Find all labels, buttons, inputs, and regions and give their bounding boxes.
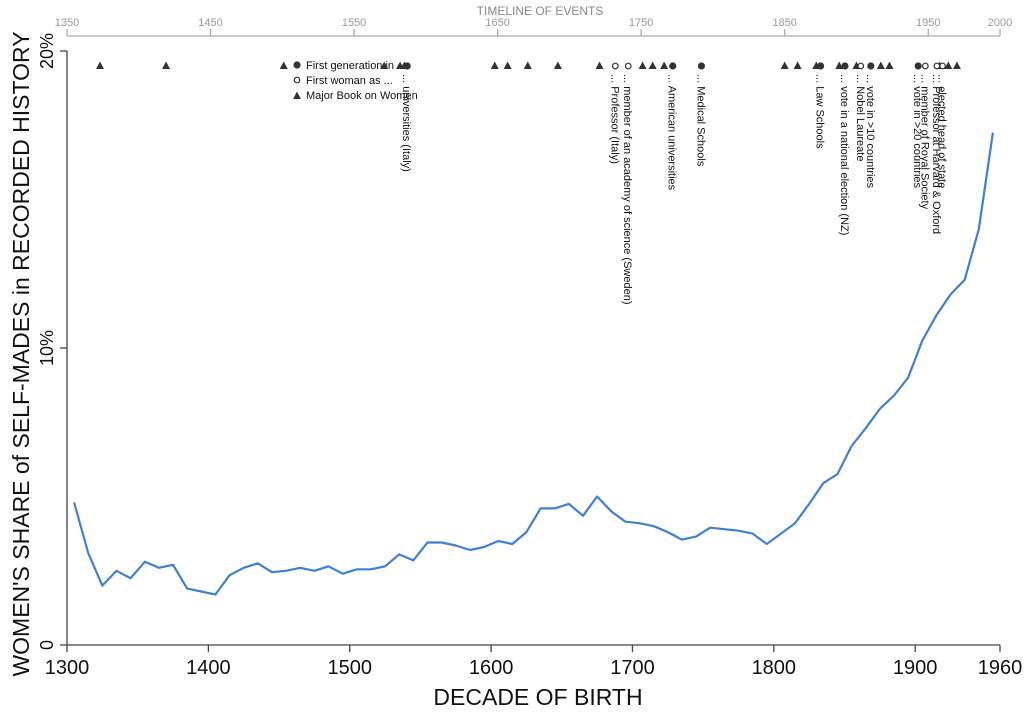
x-tick-label: 1400 (186, 657, 231, 679)
book-marker (648, 61, 657, 69)
y-tick-label: 0 (37, 640, 57, 650)
first-woman-marker (611, 62, 619, 70)
first-woman-marker (933, 62, 941, 70)
event-label: ... American universities (666, 74, 678, 191)
book-marker (885, 61, 894, 69)
main-axes: 1300 1400 1500 1600 1700 1800 1900 1960 0 10% 20% (37, 33, 1022, 679)
first-generation-marker (403, 62, 411, 70)
x-tick-label: 1800 (752, 657, 797, 679)
event-label: ... Professor (Italy) (608, 74, 620, 164)
first-woman-marker (921, 62, 929, 70)
event-label: ... vote in >20 countries (911, 74, 923, 189)
book-marker (876, 61, 885, 69)
first-generation-marker (697, 62, 706, 70)
book-marker (595, 61, 604, 69)
timeline-axis: 1350 1450 1550 1650 1750 1850 1950 2000 (55, 17, 1012, 37)
timeline-title: TIMELINE OF EVENTS (477, 4, 604, 18)
first-generation-marker (867, 62, 875, 70)
first-woman-marker (939, 62, 946, 70)
y-axis-label: WOMEN'S SHARE of SELF-MADES in RECORDED … (8, 31, 34, 676)
book-marker (490, 61, 499, 69)
x-tick-label: 1300 (45, 657, 90, 679)
first-generation-marker (841, 62, 849, 70)
book-marker (503, 61, 512, 69)
book-marker (279, 61, 288, 69)
book-marker (380, 61, 389, 69)
timeline-tick-label: 1350 (55, 17, 79, 29)
event-label: ... elected head of state (936, 74, 948, 188)
timeline-tick-label: 1750 (629, 17, 653, 29)
book-marker (835, 61, 844, 69)
timeline-tick-label: 1650 (485, 17, 509, 29)
event-label: ... vote in >10 countries (864, 74, 876, 189)
legend-label: First woman as ... (306, 75, 393, 87)
book-marker (660, 61, 669, 69)
legend-triangle-icon (293, 91, 301, 99)
legend-label: First generation in ... (306, 60, 406, 72)
x-axis-label: DECADE OF BIRTH (433, 684, 642, 710)
first-generation-marker (914, 62, 922, 70)
legend-circle-filled-icon (293, 61, 301, 69)
event-label: ... Medical Schools (694, 74, 706, 167)
book-marker (952, 61, 961, 69)
timeline-tick-label: 1950 (916, 17, 940, 29)
book-marker (780, 61, 789, 69)
y-tick-label: 20% (37, 33, 57, 69)
book-marker (523, 61, 532, 69)
series-layer (73, 132, 994, 596)
event-label: ... member of Royal Society (918, 74, 930, 210)
x-tick-label: 1600 (469, 657, 514, 679)
timeline-events: ... universities (Italy) ... American uni… (96, 61, 961, 305)
legend-label: Major Book on Women (306, 90, 418, 102)
book-marker (96, 61, 105, 69)
x-tick-label: 1700 (610, 657, 655, 679)
event-label: ... Nobel Laureate (854, 74, 866, 161)
timeline-tick-label: 2000 (988, 17, 1012, 29)
first-generation-marker (669, 62, 677, 70)
book-marker (553, 61, 562, 69)
timeline-tick-label: 1850 (772, 17, 796, 29)
timeline-tick-label: 1550 (342, 17, 366, 29)
first-generation-marker (816, 62, 825, 70)
x-tick-label: 1900 (893, 657, 938, 679)
event-label: ... vote in a national election (NZ) (838, 74, 850, 235)
first-woman-marker (857, 62, 865, 70)
first-woman-marker (624, 62, 632, 70)
book-marker (162, 61, 171, 69)
event-label: ... Law Schools (814, 74, 826, 149)
event-label: ... Professor at Harvard & Oxford (930, 74, 942, 234)
event-label: ... member of an academy of science (Swe… (621, 74, 633, 305)
event-label: ... universities (Italy) (400, 74, 412, 172)
legend-circle-open-icon (293, 76, 301, 84)
timeline-tick-label: 1450 (198, 17, 222, 29)
book-marker (793, 61, 802, 69)
x-tick-label: 1500 (327, 657, 372, 679)
book-marker (638, 61, 647, 69)
y-tick-label: 10% (37, 330, 57, 366)
x-tick-label: 1960 (978, 657, 1023, 679)
book-marker (944, 61, 953, 69)
series-line (73, 132, 994, 596)
